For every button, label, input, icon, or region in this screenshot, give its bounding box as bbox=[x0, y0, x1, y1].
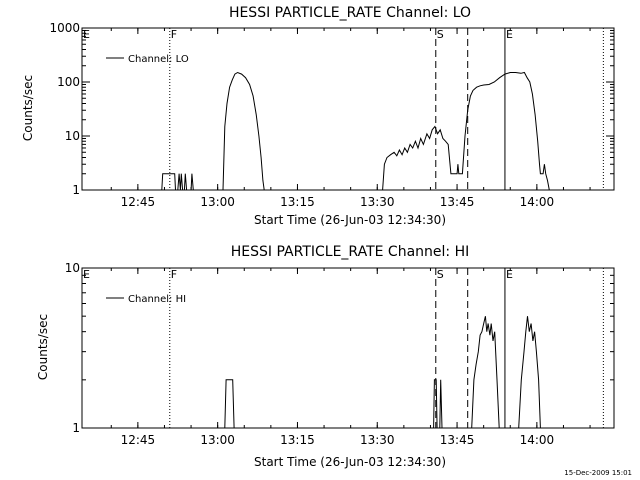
hi-series-line bbox=[224, 316, 541, 429]
lo-chart-title: HESSI PARTICLE_RATE Channel: LO bbox=[229, 5, 471, 21]
lo-marker-label: S bbox=[437, 28, 444, 41]
lo-x-tick-label: 14:00 bbox=[520, 195, 555, 209]
lo-y-axis-label: Counts/sec bbox=[21, 75, 35, 141]
lo-x-tick-label: 13:00 bbox=[200, 195, 235, 209]
hi-marker-label: E bbox=[83, 268, 90, 281]
lo-marker-label: E bbox=[506, 28, 513, 41]
lo-y-tick-label: 1000 bbox=[49, 21, 80, 35]
generation-timestamp: 15-Dec-2009 15:01 bbox=[564, 469, 632, 477]
lo-channel-panel: HESSI PARTICLE_RATE Channel: LO Counts/s… bbox=[21, 5, 615, 227]
hi-x-axis-label: Start Time (26-Jun-03 12:34:30) bbox=[254, 455, 446, 469]
lo-x-tick-label: 13:45 bbox=[440, 195, 475, 209]
lo-y-tick-label: 10 bbox=[65, 129, 80, 143]
lo-x-tick-label: 13:15 bbox=[280, 195, 315, 209]
lo-marker-label: E bbox=[83, 28, 90, 41]
lo-y-tick-label: 100 bbox=[57, 75, 80, 89]
lo-x-tick-label: 12:45 bbox=[121, 195, 156, 209]
hi-channel-panel: HESSI PARTICLE_RATE Channel: HI Counts/s… bbox=[36, 244, 615, 469]
hi-plot-frame bbox=[81, 267, 615, 429]
lo-marker-label: F bbox=[171, 28, 177, 41]
hi-marker-label: S bbox=[437, 268, 444, 281]
hi-x-tick-label: 13:15 bbox=[280, 433, 315, 447]
lo-series-line bbox=[161, 71, 550, 191]
hi-marker-label: F bbox=[171, 268, 177, 281]
lo-x-tick-label: 13:30 bbox=[360, 195, 395, 209]
hi-y-tick-label: 10 bbox=[65, 261, 80, 275]
hi-chart-title: HESSI PARTICLE_RATE Channel: HI bbox=[231, 244, 469, 260]
hi-marker-label: E bbox=[506, 268, 513, 281]
hi-x-tick-label: 14:00 bbox=[520, 433, 555, 447]
lo-y-tick-label: 1 bbox=[72, 183, 80, 197]
hi-y-tick-label: 1 bbox=[72, 421, 80, 435]
hi-x-tick-label: 13:00 bbox=[200, 433, 235, 447]
hi-x-tick-label: 13:30 bbox=[360, 433, 395, 447]
hi-y-axis-label: Counts/sec bbox=[36, 314, 50, 380]
hi-x-tick-label: 12:45 bbox=[121, 433, 156, 447]
lo-x-axis-label: Start Time (26-Jun-03 12:34:30) bbox=[254, 213, 446, 227]
hi-legend-label: Channel: HI bbox=[128, 294, 186, 305]
hi-x-tick-label: 13:45 bbox=[440, 433, 475, 447]
lo-legend-label: Channel: LO bbox=[128, 54, 189, 65]
